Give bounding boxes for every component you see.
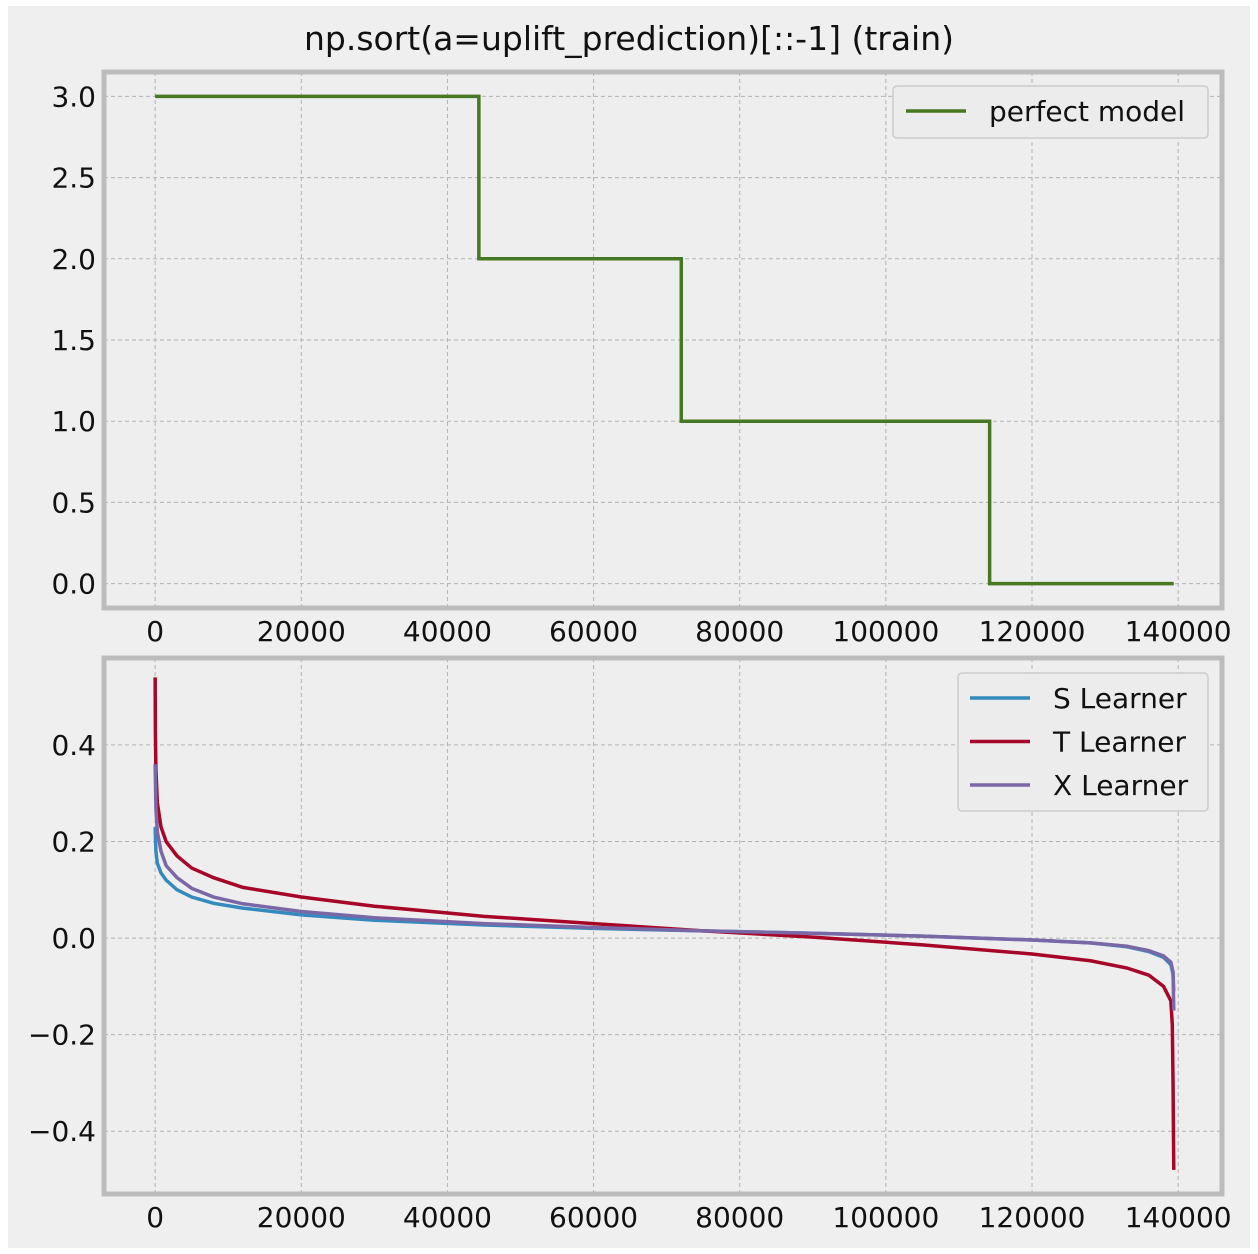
x-tick-label: 40000 [403, 1201, 492, 1234]
chart-learners: 0 20000 40000 60000 80000 100000 120000 140000 −… [28, 655, 1232, 1234]
x-tick-label: 40000 [403, 615, 492, 648]
x-tick-label: 60000 [549, 1201, 638, 1234]
y-tick-label: 0.2 [51, 825, 96, 858]
x-tick-label: 100000 [832, 1201, 939, 1234]
legend-box [957, 672, 1209, 812]
x-tick-label: 20000 [257, 615, 346, 648]
legend: perfect model [892, 85, 1209, 139]
y-tick-label: −0.2 [28, 1019, 96, 1052]
x-tick-label: 80000 [695, 1201, 784, 1234]
x-tick-label: 80000 [695, 615, 784, 648]
figure-title: np.sort(a=uplift_prediction)[::-1] (trai… [304, 19, 954, 58]
y-tick-label: 1.0 [51, 405, 96, 438]
series-line-x-learner [153, 764, 1176, 1011]
x-tick-label: 120000 [979, 1201, 1086, 1234]
y-tick-label: 0.5 [51, 486, 96, 519]
legend-label: X Learner [1053, 769, 1189, 802]
x-tick-label: 20000 [257, 1201, 346, 1234]
legend-label: S Learner [1053, 682, 1187, 715]
legend: S Learner T Learner X Learner [957, 672, 1209, 812]
x-tick-label: 140000 [1125, 1201, 1232, 1234]
legend-box [892, 85, 1209, 139]
series-line-perfect-model [155, 94, 1174, 586]
y-tick-label: 2.0 [51, 243, 96, 276]
y-tick-label: 0.0 [51, 568, 96, 601]
y-tick-label: −0.4 [28, 1115, 96, 1148]
y-tick-label: 0.0 [51, 922, 96, 955]
series-line-t-learner [153, 677, 1176, 1170]
plot-frame [101, 655, 1225, 1197]
x-tick-label: 60000 [549, 615, 638, 648]
x-tick-label: 140000 [1125, 615, 1232, 648]
y-tick-label: 0.4 [51, 729, 96, 762]
x-tick-label: 120000 [979, 615, 1086, 648]
y-tick-label: 3.0 [51, 80, 96, 113]
x-tick-label: 100000 [832, 615, 939, 648]
legend-label: perfect model [989, 95, 1185, 128]
legend-label: T Learner [1052, 726, 1186, 759]
y-tick-label: 2.5 [51, 162, 96, 195]
x-tick-label: 0 [146, 615, 164, 648]
plot-area [104, 72, 1222, 608]
y-tick-label: 1.5 [51, 324, 96, 357]
x-tick-label: 0 [146, 1201, 164, 1234]
chart-perfect-model: 0 20000 40000 60000 80000 100000 120000 140000 0… [51, 69, 1232, 648]
plot-frame [101, 69, 1225, 611]
